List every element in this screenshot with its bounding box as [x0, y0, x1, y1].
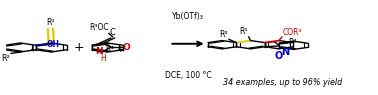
Text: OH: OH	[46, 40, 60, 49]
Text: R¹: R¹	[46, 18, 55, 27]
Text: R²: R²	[220, 30, 228, 39]
Text: +: +	[29, 45, 36, 54]
Text: N: N	[281, 47, 290, 57]
Text: O: O	[123, 43, 130, 52]
Text: R⁴: R⁴	[288, 38, 297, 47]
Text: H: H	[100, 54, 105, 63]
Text: O: O	[275, 51, 283, 61]
Text: N: N	[95, 47, 103, 56]
Text: R¹: R¹	[239, 27, 248, 36]
Text: +: +	[74, 41, 85, 54]
Text: Yb(OTf)₃: Yb(OTf)₃	[172, 12, 204, 21]
Text: R²: R²	[2, 54, 10, 63]
Text: COR³: COR³	[283, 28, 302, 37]
Text: DCE, 100 °C: DCE, 100 °C	[165, 71, 211, 80]
Text: C: C	[110, 28, 116, 37]
Text: R³OC: R³OC	[89, 23, 109, 32]
Text: R⁴: R⁴	[105, 45, 114, 54]
Text: 34 examples, up to 96% yield: 34 examples, up to 96% yield	[223, 78, 342, 87]
Text: +: +	[116, 45, 123, 54]
